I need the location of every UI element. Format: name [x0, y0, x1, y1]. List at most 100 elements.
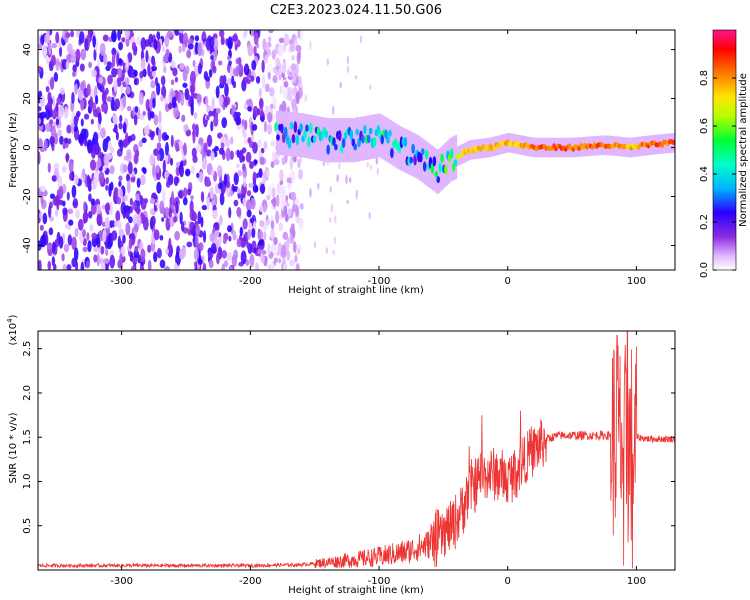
heatmap-cell — [270, 97, 275, 105]
heatmap-cell — [45, 108, 51, 120]
heatmap-cell — [164, 34, 170, 48]
heatmap-cell — [66, 191, 70, 201]
heatmap-cell — [295, 91, 300, 105]
heatmap-cell — [51, 256, 56, 267]
heatmap-cell — [108, 233, 112, 247]
heatmap-cell — [118, 180, 122, 188]
heatmap-cell — [111, 220, 116, 228]
heatmap-cell — [62, 142, 67, 150]
colorbar-label: Normalized spectral amplitude — [738, 73, 749, 227]
heatmap-cell — [69, 54, 76, 64]
heatmap-cell — [59, 46, 63, 57]
heatmap-cell — [106, 61, 112, 67]
heatmap-cell — [273, 236, 278, 245]
heatmap-cell — [371, 114, 374, 159]
heatmap-cell — [184, 124, 189, 132]
heatmap-cell — [282, 257, 286, 266]
heatmap-cell — [288, 238, 291, 243]
heatmap-cell — [116, 220, 121, 227]
heatmap-cell — [105, 265, 109, 270]
heatmap-cell — [376, 113, 379, 158]
heatmap-cell — [231, 254, 238, 267]
heatmap-cell — [109, 254, 115, 269]
heatmap-cell — [283, 42, 286, 53]
heatmap-cell — [306, 114, 309, 159]
heatmap-cell — [55, 57, 60, 72]
heatmap-cell — [131, 265, 136, 270]
heatmap-cell — [82, 211, 89, 224]
heatmap-cell — [58, 104, 65, 118]
heatmap-cell — [153, 251, 158, 263]
heatmap-cell — [142, 110, 146, 116]
colorbar-tick-label: 0.8 — [699, 70, 710, 86]
heatmap-cell — [254, 185, 259, 193]
heatmap-cell — [111, 47, 117, 56]
heatmap-cell — [284, 212, 289, 223]
heatmap-cell — [228, 60, 232, 66]
heatmap-cell — [267, 70, 271, 80]
heatmap-cell — [172, 67, 178, 77]
heatmap-cell — [54, 194, 61, 206]
heatmap-cell — [221, 249, 228, 259]
heatmap-cell — [97, 247, 101, 254]
heatmap-cell — [89, 96, 94, 110]
heatmap-cell — [276, 184, 282, 194]
heatmap-cell — [268, 30, 274, 34]
heatmap-cell — [80, 48, 87, 61]
heatmap-cell — [125, 56, 129, 69]
heatmap-cell — [312, 135, 317, 143]
heatmap-cell — [159, 259, 166, 269]
heatmap-cell — [44, 34, 51, 44]
heatmap-cell — [205, 95, 209, 107]
heatmap-cell — [127, 135, 133, 143]
heatmap-cell — [348, 177, 352, 183]
heatmap-cell — [122, 234, 126, 244]
heatmap-cell — [271, 187, 276, 198]
heatmap-cell — [307, 136, 311, 148]
heatmap-cell — [283, 205, 288, 215]
heatmap-cell — [295, 204, 299, 217]
heatmap-cell — [115, 131, 119, 141]
heatmap-cell — [180, 221, 185, 232]
heatmap-cell — [103, 258, 110, 264]
heatmap-cell — [201, 49, 205, 57]
heatmap-cell — [240, 250, 247, 265]
heatmap-cell — [49, 76, 55, 90]
heatmap-cell — [102, 229, 107, 243]
heatmap-cell — [163, 65, 167, 74]
heatmap-cell — [433, 147, 436, 192]
heatmap-cell — [221, 263, 225, 270]
heatmap-cell — [277, 43, 284, 57]
heatmap-cell — [107, 74, 113, 85]
heatmap-cell — [292, 155, 297, 163]
heatmap-cell — [126, 105, 132, 112]
heatmap-cell — [245, 259, 250, 267]
heatmap-cell — [134, 106, 139, 113]
heatmap-cell — [178, 140, 183, 150]
heatmap-cell — [276, 194, 280, 207]
heatmap-cell — [305, 124, 309, 132]
heatmap-cell — [87, 240, 92, 253]
heatmap-cell — [165, 217, 170, 228]
heatmap-cell — [134, 149, 140, 158]
heatmap-cell — [420, 148, 425, 156]
heatmap-cell — [411, 143, 415, 154]
heatmap-cell — [173, 216, 177, 223]
heatmap-cell — [336, 174, 339, 183]
colorbar-tick-label: 0.6 — [699, 118, 710, 134]
heatmap-cell — [88, 61, 93, 69]
heatmap-cell — [174, 76, 179, 83]
heatmap-cell — [201, 204, 208, 211]
heatmap-cell — [411, 132, 414, 177]
heatmap-cell — [194, 35, 200, 42]
heatmap-cell — [134, 245, 139, 253]
heatmap-cell — [114, 98, 121, 110]
heatmap-cell — [214, 230, 220, 238]
heatmap-cell — [226, 251, 232, 261]
heatmap-cell — [49, 216, 55, 222]
heatmap-cell — [55, 102, 59, 113]
heatmap-cell — [267, 123, 273, 135]
snr-x-axis-label: Height of straight line (km) — [288, 585, 424, 596]
heatmap-cell — [232, 230, 237, 241]
heatmap-cell — [149, 154, 155, 166]
